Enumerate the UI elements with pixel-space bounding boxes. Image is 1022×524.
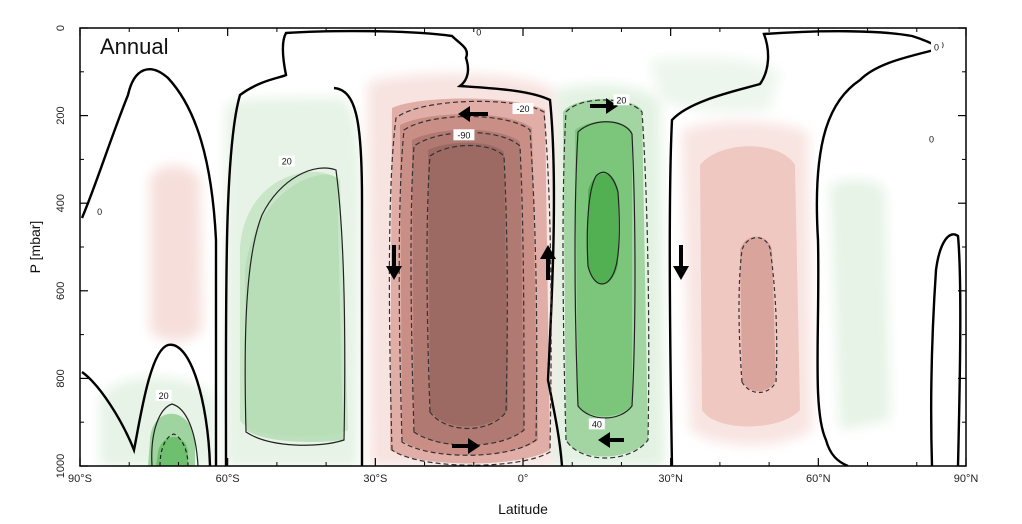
nh-ferrel-m20-field bbox=[740, 236, 776, 392]
arrow-sh-ascending bbox=[540, 245, 556, 280]
contour-sh-hadley-m60 bbox=[410, 132, 525, 446]
contour-nh-hadley-60 bbox=[586, 171, 620, 285]
contour-sh-hadley-m20 bbox=[388, 100, 552, 466]
arrow-sh-descending bbox=[386, 245, 402, 280]
contour-label: -90 bbox=[457, 130, 470, 140]
contour-sh-polar-20 bbox=[151, 403, 199, 466]
x-tick-label: 90°N bbox=[954, 473, 979, 485]
arrow-nh-bottom-west bbox=[598, 432, 624, 448]
contour-nh-hadley-20 bbox=[562, 99, 650, 459]
zero-contour-sh-top bbox=[224, 29, 564, 466]
arrow-nh-descending bbox=[673, 245, 689, 280]
contour-label: 40 bbox=[592, 419, 602, 429]
zero-contour-sh-lower bbox=[81, 343, 212, 466]
contour-sh-hadley-m40 bbox=[398, 115, 538, 456]
sh-polar-pink-field bbox=[150, 165, 202, 342]
zero-contour-nh-top bbox=[668, 30, 943, 466]
x-tick-label: 30°S bbox=[363, 473, 387, 485]
contour-label: 0 bbox=[476, 27, 481, 37]
zero-contour-nh-polar bbox=[930, 233, 962, 466]
x-tick-label: 90°S bbox=[68, 473, 92, 485]
contour-label: 20 bbox=[282, 157, 292, 167]
x-tick-label: 60°N bbox=[806, 473, 831, 485]
nh-upper-light-field bbox=[650, 57, 780, 112]
contour-label-bg bbox=[155, 389, 172, 401]
contour-sh-hadley-m90 bbox=[426, 144, 508, 430]
contour-label: 20 bbox=[159, 391, 169, 401]
contour-label-bg bbox=[613, 94, 630, 106]
zero-contour-sh-polar bbox=[80, 68, 218, 466]
contour-label-bg bbox=[926, 133, 938, 145]
contour-label: 20 bbox=[616, 95, 626, 105]
nh-hadley-60-field bbox=[588, 173, 618, 284]
contour-label: 0 bbox=[929, 135, 934, 145]
x-tick-label: 60°S bbox=[216, 473, 240, 485]
x-axis: 90°S 60°S 30°S 0° 30°N 60°N 90°N bbox=[68, 28, 978, 485]
contour-label-bg bbox=[453, 129, 475, 141]
contour-lines bbox=[80, 29, 962, 466]
contour-label: 0 bbox=[97, 207, 102, 217]
arrow-sh-bottom-east bbox=[452, 438, 480, 454]
y-tick-label: 1000 bbox=[55, 454, 67, 478]
x-axis-title: Latitude bbox=[498, 501, 548, 517]
shading-layer bbox=[100, 57, 890, 466]
sh-ferrel-20-field bbox=[245, 174, 343, 442]
y-tick-label: 400 bbox=[55, 194, 67, 212]
x-tick-label: 0° bbox=[518, 473, 529, 485]
y-tick-label: 800 bbox=[55, 369, 67, 387]
contour-nh-ferrel-m20 bbox=[738, 237, 778, 394]
contour-label-bg bbox=[512, 103, 534, 115]
y-tick-label: 0 bbox=[55, 25, 67, 31]
sh-hadley-m90-field bbox=[428, 142, 508, 427]
x-tick-label: 30°N bbox=[658, 473, 683, 485]
nh-polar-light-field bbox=[830, 180, 890, 430]
panel-label: Annual bbox=[100, 34, 169, 59]
contour-sh-ferrel-20 bbox=[244, 167, 346, 446]
contour-label-bg bbox=[930, 41, 942, 53]
contour-label-bg bbox=[278, 155, 295, 167]
y-axis-title: P [mbar] bbox=[27, 221, 43, 274]
contour-label: 0 bbox=[934, 43, 939, 53]
y-tick-label: 600 bbox=[55, 282, 67, 300]
arrow-sh-top-west bbox=[458, 106, 488, 122]
contour-nh-hadley-40 bbox=[574, 121, 636, 419]
y-tick-label: 200 bbox=[55, 106, 67, 124]
contour-sh-polar-40 bbox=[159, 433, 189, 466]
flow-arrows bbox=[386, 98, 689, 454]
contour-label-bg bbox=[94, 205, 106, 217]
arrow-nh-top-east bbox=[590, 98, 618, 114]
contour-label-bg bbox=[588, 418, 605, 430]
contour-label-bg bbox=[473, 26, 485, 38]
zero-contour-sh-hadley-left bbox=[333, 86, 364, 466]
contour-label: -20 bbox=[516, 104, 529, 114]
